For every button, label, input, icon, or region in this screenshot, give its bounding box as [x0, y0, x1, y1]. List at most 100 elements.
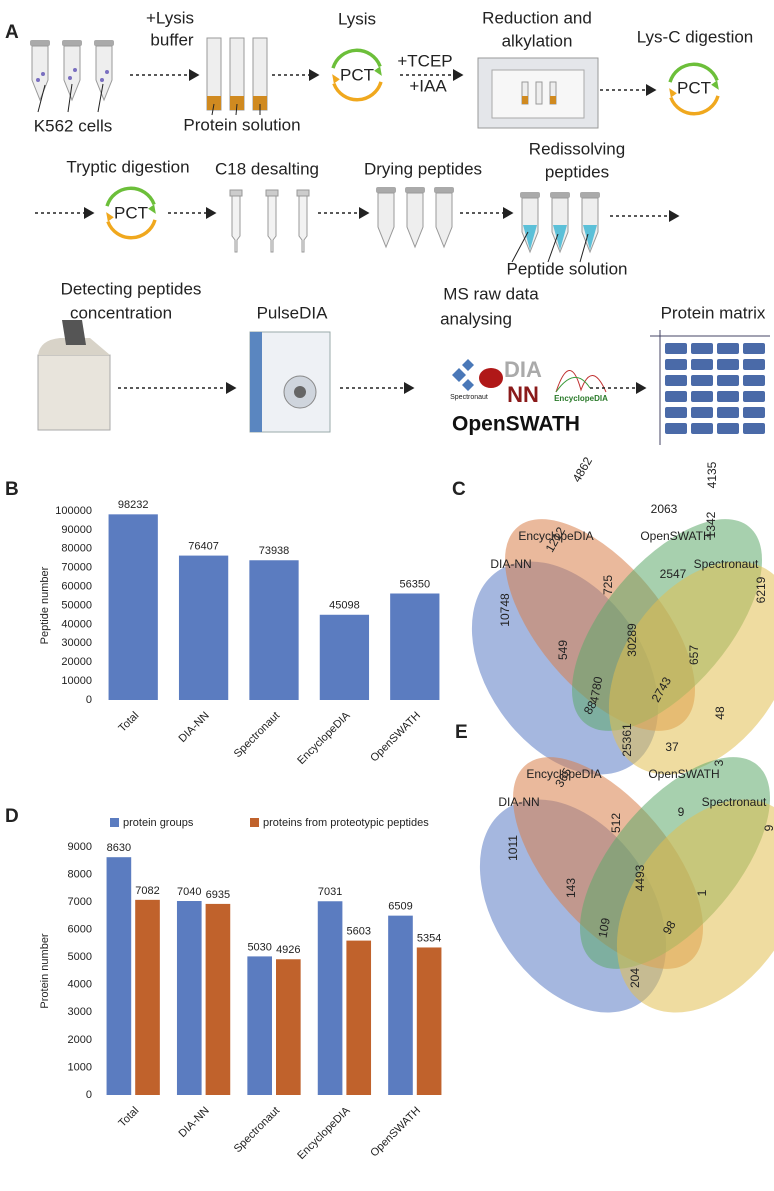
step-label: Drying peptides [364, 159, 482, 178]
pct-label: PCT [114, 203, 148, 222]
region-count: 657 [687, 645, 701, 665]
step-label: Tryptic digestion [66, 157, 189, 176]
matrix-cell [743, 407, 765, 418]
matrix-cell [665, 343, 687, 354]
step-label: +TCEP [397, 51, 452, 70]
value-label: 6509 [388, 901, 412, 913]
set-label: DIA-NN [498, 795, 539, 809]
matrix-cell [743, 423, 765, 434]
logo-text: OpenSWATH [452, 413, 580, 436]
y-tick-label: 0 [86, 1089, 92, 1101]
step-label: MS raw data [443, 284, 539, 303]
matrix-cell [691, 391, 713, 402]
peptide-tubes [511, 191, 601, 263]
step-label: PulseDIA [257, 303, 329, 322]
bar [247, 956, 272, 1095]
incubator [477, 57, 599, 129]
matrix-cell [665, 375, 687, 386]
region-count: 4862 [570, 454, 596, 484]
mass-spec [249, 331, 331, 433]
set-label: EncyclopeDIA [526, 767, 601, 781]
region-count: 1011 [506, 835, 520, 861]
x-tick-label: Total [116, 710, 141, 735]
matrix-cell [665, 423, 687, 434]
venn: DIA-NN EncyclopeDIA OpenSWATH Spectronaut 10… [471, 454, 774, 775]
bar [108, 514, 158, 700]
y-tick-label: 6000 [68, 924, 92, 936]
value-label: 7082 [135, 885, 159, 897]
region-count: 48 [713, 706, 727, 720]
panel-label: E [455, 722, 468, 743]
c18-columns [229, 189, 310, 253]
region-count: 9 [678, 805, 685, 819]
logo-text: DIA [504, 357, 542, 382]
x-tick-label: OpenSWATH [368, 710, 423, 765]
value-label: 56350 [400, 578, 431, 590]
y-tick-label: 60000 [61, 581, 92, 593]
y-tick-label: 3000 [68, 1006, 92, 1018]
logo-text: Spectronaut [450, 394, 488, 401]
region-count: 9 [762, 824, 774, 831]
y-tick-label: 50000 [61, 599, 92, 611]
step-label: Peptide solution [507, 259, 628, 278]
legend-swatch [110, 818, 119, 827]
step-label: C18 desalting [215, 159, 319, 178]
value-label: 98232 [118, 499, 149, 511]
bar [205, 903, 231, 1095]
value-label: 7040 [177, 886, 201, 898]
value-label: 5603 [346, 926, 370, 938]
set-label: DIA-NN [490, 557, 531, 571]
region-count: 10748 [498, 593, 512, 627]
matrix-cell [717, 407, 739, 418]
venn-set [616, 799, 774, 1013]
value-label: 7031 [318, 886, 342, 898]
bar [249, 560, 299, 700]
step-label: +Lysis [146, 8, 194, 27]
bar [319, 614, 370, 700]
matrix-cell [665, 407, 687, 418]
matrix-cell [665, 359, 687, 370]
y-tick-label: 2000 [68, 1034, 92, 1046]
region-count: 512 [609, 813, 623, 833]
region-count: 725 [601, 575, 615, 595]
region-count: 109 [596, 916, 613, 938]
venn: DIA-NN EncyclopeDIA OpenSWATH Spectronaut 10… [479, 698, 774, 1013]
y-tick-label: 1000 [68, 1061, 92, 1073]
y-tick-label: 9000 [68, 841, 92, 853]
legend-swatch [250, 818, 259, 827]
y-tick-label: 100000 [55, 505, 92, 517]
legend-label: proteins from proteotypic peptides [263, 817, 429, 829]
matrix-cell [691, 359, 713, 370]
value-label: 76407 [188, 540, 219, 552]
region-count: 3 [712, 759, 726, 766]
matrix-cell [717, 359, 739, 370]
region-count: 2547 [660, 567, 687, 581]
matrix-cell [691, 375, 713, 386]
logo-text: NN [507, 382, 539, 407]
panel-label: D [5, 806, 19, 827]
x-tick-label: Spectronaut [232, 710, 282, 760]
bar [276, 959, 301, 1095]
step-label: Lysis [338, 9, 376, 28]
step-label: buffer [150, 30, 194, 49]
protein-matrix [650, 330, 770, 445]
bar [135, 899, 160, 1095]
y-tick-label: 0 [86, 694, 92, 706]
matrix-cell [743, 359, 765, 370]
region-count: 37 [665, 740, 679, 754]
legend-label: protein groups [123, 817, 194, 829]
step-label: concentration [70, 303, 172, 322]
region-count: 88 [581, 698, 600, 717]
region-count: 1 [695, 889, 709, 896]
y-tick-label: 4000 [68, 979, 92, 991]
x-tick-label: Total [116, 1105, 141, 1130]
step-label: alkylation [502, 31, 573, 50]
step-label: Lys-C digestion [637, 27, 754, 46]
set-label: OpenSWATH [648, 767, 719, 781]
region-count: 4780 [587, 675, 605, 704]
matrix-cell [691, 423, 713, 434]
y-tick-label: 10000 [61, 675, 92, 687]
cell-tubes [29, 39, 115, 113]
region-count: 4493 [633, 864, 647, 891]
